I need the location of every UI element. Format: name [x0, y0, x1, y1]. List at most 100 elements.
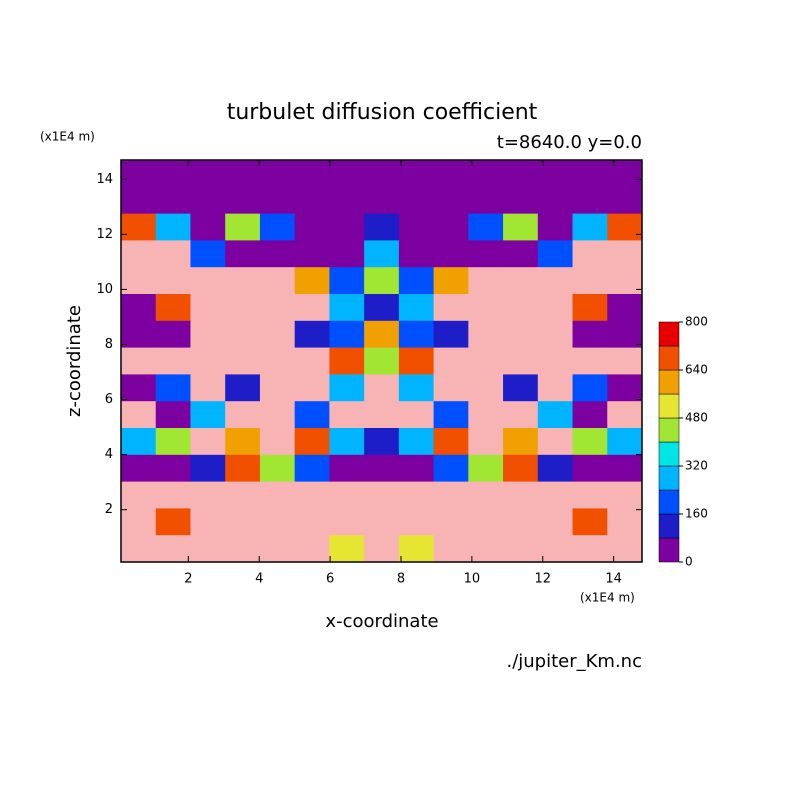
field-cell — [225, 186, 261, 215]
field-cell — [398, 401, 435, 429]
field-cell — [364, 186, 400, 215]
field-cell — [259, 213, 296, 241]
field-cell — [329, 294, 365, 322]
field-cell — [190, 320, 226, 349]
field-cell — [572, 428, 608, 456]
field-cell — [607, 160, 643, 188]
colorbar-box — [658, 369, 680, 395]
field-cell — [225, 374, 261, 402]
field-cell — [398, 508, 435, 536]
field-cell — [503, 374, 539, 402]
field-cell — [503, 240, 539, 268]
field-cell — [503, 294, 539, 322]
field-cell — [155, 240, 191, 268]
field-cell — [468, 213, 504, 241]
y-tick-label: 4 — [105, 447, 113, 462]
field-cell — [572, 240, 608, 268]
field-cell — [503, 320, 539, 349]
field-cell — [468, 320, 504, 349]
field-cell — [572, 320, 608, 349]
field-cell — [607, 213, 643, 241]
field-cell — [537, 481, 574, 509]
field-cell — [155, 481, 191, 509]
field-cell — [294, 213, 330, 241]
field-cell — [225, 454, 261, 483]
field-cell — [190, 535, 226, 563]
field-cell — [572, 213, 608, 241]
field-cell — [259, 535, 296, 563]
colorbar-box — [658, 513, 680, 539]
field-cell — [190, 347, 226, 375]
field-cell — [433, 267, 469, 295]
field-cell — [329, 347, 365, 375]
colorbar-label: 0 — [685, 555, 693, 569]
field-cell — [607, 401, 643, 429]
field-cell — [468, 454, 504, 483]
field-cell — [572, 267, 608, 295]
field-cell — [364, 454, 400, 483]
field-cell — [503, 481, 539, 509]
chart-subtitle: t=8640.0 y=0.0 — [497, 132, 642, 153]
field-cell — [537, 535, 574, 563]
field-cell — [121, 320, 157, 349]
field-cell — [468, 535, 504, 563]
field-cell — [259, 401, 296, 429]
field-cell — [364, 160, 400, 188]
field-cell — [294, 320, 330, 349]
field-cell — [329, 186, 365, 215]
field-cell — [572, 481, 608, 509]
field-cell — [329, 428, 365, 456]
field-cell — [294, 186, 330, 215]
field-cell — [572, 401, 608, 429]
field-cell — [190, 294, 226, 322]
field-cell — [225, 240, 261, 268]
field-cell — [537, 294, 574, 322]
field-cell — [503, 401, 539, 429]
field-cell — [607, 347, 643, 375]
field-cell — [468, 267, 504, 295]
field-cell — [329, 535, 365, 563]
field-cell — [433, 508, 469, 536]
field-cell — [155, 454, 191, 483]
field-cell — [190, 160, 226, 188]
field-cell — [190, 240, 226, 268]
field-cell — [190, 186, 226, 215]
x-axis-label: x-coordinate — [325, 611, 438, 632]
field-cell — [259, 240, 296, 268]
field-cell — [537, 213, 574, 241]
field-cell — [398, 240, 435, 268]
field-cell — [503, 213, 539, 241]
y-tick-label: 10 — [96, 282, 113, 297]
field-cell — [259, 267, 296, 295]
field-cell — [329, 240, 365, 268]
field-cell — [121, 374, 157, 402]
y-tick-label: 2 — [105, 502, 113, 517]
field-cell — [433, 428, 469, 456]
y-tick-label: 14 — [96, 172, 113, 187]
field-cell — [294, 294, 330, 322]
field-cell — [190, 374, 226, 402]
field-cell — [398, 213, 435, 241]
field-cell — [329, 213, 365, 241]
colorbar-box — [658, 321, 680, 347]
field-cell — [294, 374, 330, 402]
x-tick-label: 8 — [397, 572, 405, 587]
field-cell — [225, 428, 261, 456]
x-unit: (x1E4 m) — [580, 591, 635, 605]
field-cell — [607, 508, 643, 536]
field-cell — [225, 508, 261, 536]
field-cell — [537, 347, 574, 375]
field-cell — [607, 454, 643, 483]
y-tick-label: 6 — [105, 392, 113, 407]
field-cell — [398, 454, 435, 483]
field-cell — [155, 213, 191, 241]
field-cell — [433, 160, 469, 188]
field-cell — [155, 320, 191, 349]
field-cell — [433, 347, 469, 375]
field-cell — [329, 454, 365, 483]
chart-title: turbulet diffusion coefficient — [227, 100, 538, 125]
colorbar-box — [658, 393, 680, 419]
field-cell — [155, 508, 191, 536]
field-cell — [398, 428, 435, 456]
field-cell — [607, 294, 643, 322]
